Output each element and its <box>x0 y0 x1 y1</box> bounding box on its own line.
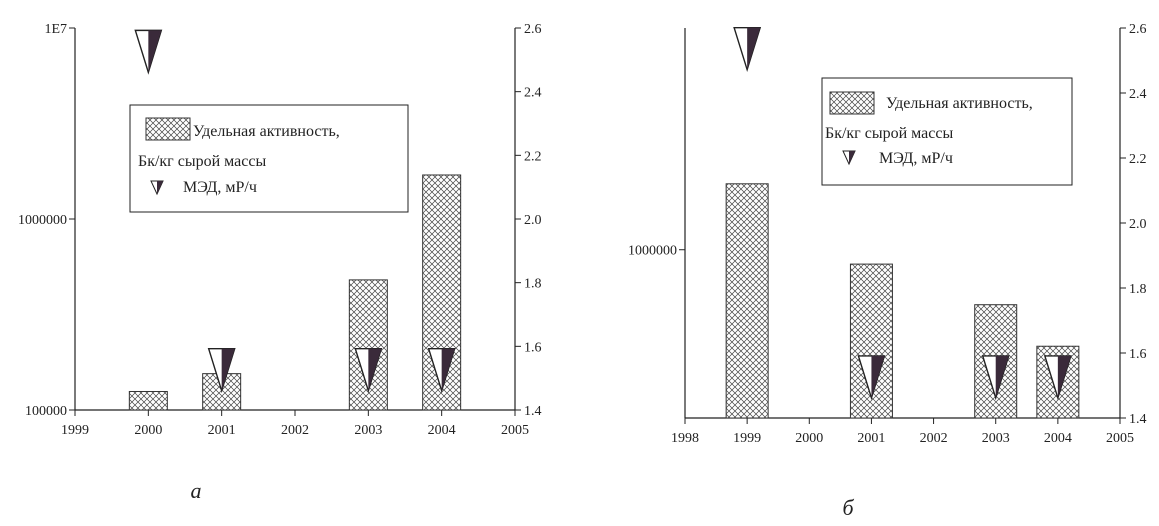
y-right-tick-label: 2.0 <box>524 213 542 228</box>
med-marker <box>134 29 163 75</box>
x-tick-label: 2004 <box>1044 431 1072 446</box>
x-tick-label: 2003 <box>982 431 1010 446</box>
legend-marker-fill <box>849 151 855 164</box>
legend-label-activity-line2: Бк/кг сырой массы <box>138 153 266 170</box>
y-right-tick-label: 2.2 <box>1129 152 1147 167</box>
med-marker-fill <box>441 348 455 391</box>
x-tick-label: 2000 <box>795 431 823 446</box>
med-marker-fill <box>747 27 761 70</box>
legend-bar-swatch <box>145 117 191 141</box>
y-right-tick-label: 1.4 <box>524 404 542 419</box>
med-marker <box>427 348 456 394</box>
x-tick-label: 2001 <box>857 431 885 446</box>
med-marker <box>1043 355 1072 401</box>
x-tick-label: 2001 <box>208 423 236 438</box>
y-right-tick-label: 1.6 <box>1129 347 1147 362</box>
x-tick-label: 2002 <box>920 431 948 446</box>
x-tick-label: 2005 <box>501 423 529 438</box>
y-right-tick-label: 2.0 <box>1129 217 1147 232</box>
med-marker <box>857 355 886 401</box>
x-tick-label: 1999 <box>733 431 761 446</box>
med-marker-fill <box>995 355 1009 398</box>
activity-bar <box>725 183 769 419</box>
legend-marker-icon <box>842 150 856 166</box>
x-tick-label: 2005 <box>1106 431 1134 446</box>
x-tick-label: 2000 <box>134 423 162 438</box>
legend-label-med: МЭД, мР/ч <box>183 179 257 196</box>
med-marker-fill <box>148 30 162 73</box>
y-left-tick-label: 100000 <box>25 404 67 419</box>
x-tick-label: 2004 <box>428 423 456 438</box>
y-left-tick-label: 1000000 <box>628 244 677 259</box>
x-tick-label: 1998 <box>671 431 699 446</box>
med-marker-fill <box>1057 355 1071 398</box>
legend-bar-swatch <box>829 91 875 115</box>
x-tick-label: 1999 <box>61 423 89 438</box>
med-marker <box>354 348 383 394</box>
legend-label-activity-line1: Удельная активность, <box>193 123 340 140</box>
legend-label-activity-line1: Удельная активность, <box>886 95 1033 112</box>
y-left-tick-label: 1000000 <box>18 213 67 228</box>
y-left-tick-label: 1E7 <box>44 22 67 37</box>
y-right-tick-label: 2.6 <box>524 22 542 37</box>
legend-label-med: МЭД, мР/ч <box>879 150 953 167</box>
x-tick-label: 2002 <box>281 423 309 438</box>
med-marker-fill <box>221 348 235 391</box>
med-marker <box>733 26 762 73</box>
med-marker-fill <box>368 348 382 391</box>
x-tick-label: 2003 <box>354 423 382 438</box>
y-right-tick-label: 1.8 <box>524 277 542 292</box>
y-right-tick-label: 2.4 <box>1129 87 1147 102</box>
legend-marker-icon <box>150 180 164 196</box>
chart-panel-a: 1999 2000 2001 2002 2003 2004 2005 100000 100000… <box>18 22 542 503</box>
med-marker <box>207 348 236 394</box>
legend-marker-fill <box>157 181 163 194</box>
med-marker <box>981 355 1010 401</box>
legend-label-activity-line2: Бк/кг сырой массы <box>825 125 953 142</box>
y-right-tick-label: 2.6 <box>1129 22 1147 37</box>
y-right-tick-label: 2.4 <box>524 86 542 101</box>
panel-caption: б <box>842 495 854 520</box>
y-right-tick-label: 1.8 <box>1129 282 1147 297</box>
y-right-tick-label: 1.6 <box>524 340 542 355</box>
med-marker-fill <box>871 355 885 398</box>
activity-bar <box>128 390 168 411</box>
y-right-tick-label: 2.2 <box>524 149 542 164</box>
y-right-tick-label: 1.4 <box>1129 412 1147 427</box>
panel-caption: а <box>191 478 202 503</box>
chart-panel-b: 1998 1999 2000 2001 2002 2003 2004 2005 1000000 1… <box>628 22 1147 520</box>
